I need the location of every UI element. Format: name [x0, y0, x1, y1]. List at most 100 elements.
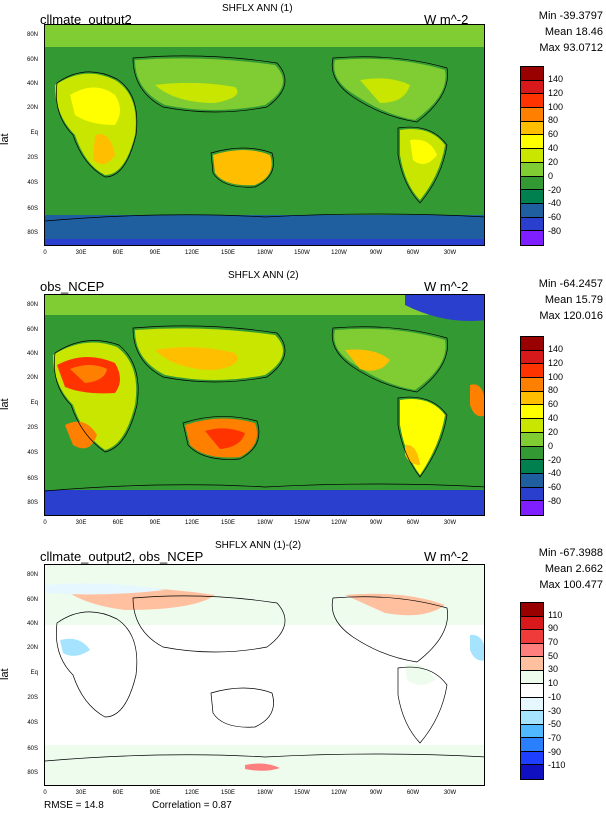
colorbar [520, 602, 544, 780]
lat-tick: 60N [26, 57, 38, 63]
lon-tick: 0 [43, 790, 47, 796]
lon-tick: 60W [406, 250, 420, 256]
panel-stats: Min -64.2457 Mean 15.79 Max 120.016 [495, 276, 603, 324]
panel-title: SHFLX ANN (2) [228, 270, 299, 281]
lon-tick: 30E [75, 520, 87, 526]
colorbar-label: -30 [548, 705, 562, 716]
colorbar-swatch [521, 446, 543, 461]
lon-tick: 60E [112, 520, 124, 526]
colorbar-swatch [521, 135, 543, 150]
lon-tick: 30W [443, 250, 457, 256]
lon-tick: 60E [112, 790, 124, 796]
colorbar-swatch [521, 765, 543, 779]
colorbar-label: 0 [548, 170, 554, 181]
colorbar-label: -50 [548, 719, 562, 730]
lat-tick: 20N [26, 645, 38, 651]
lat-tick: Eq [30, 130, 38, 136]
colorbar-label: -60 [548, 212, 562, 223]
lon-tick: 150W [294, 790, 310, 796]
lon-tick: 30W [443, 790, 457, 796]
panel-difference: SHFLX ANN (1)-(2) cllmate_output2, obs_N… [0, 540, 606, 814]
lat-tick: 40S [27, 720, 38, 726]
panel-title: SHFLX ANN (1)-(2) [215, 540, 302, 551]
lon-tick: 90E [149, 250, 161, 256]
colorbar-label: 120 [548, 87, 564, 98]
map-plot [44, 294, 485, 516]
panel-observation: SHFLX ANN (2) obs_NCEP W m^-2 Min -64.24… [0, 270, 606, 540]
y-axis-label: lat [0, 668, 11, 680]
y-axis-label: lat [0, 398, 11, 410]
colorbar-label: 20 [548, 156, 559, 167]
lat-tick: 20S [27, 155, 38, 161]
lat-tick: 40S [27, 450, 38, 456]
lon-tick: 120E [184, 520, 200, 526]
lat-tick: 60N [26, 597, 38, 603]
colorbar-label: 20 [548, 426, 559, 437]
colorbar-swatch [521, 738, 543, 752]
map-svg [45, 565, 484, 785]
lat-tick: Eq [30, 670, 38, 676]
map-plot [44, 564, 485, 786]
panel-left-title: cllmate_output2, obs_NCEP [40, 549, 204, 564]
colorbar-swatch [521, 217, 543, 232]
lon-tick: 90E [149, 520, 161, 526]
panel-units: W m^-2 [424, 549, 469, 564]
colorbar-swatch [521, 419, 543, 433]
colorbar-label: -10 [548, 691, 562, 702]
colorbar-swatch [521, 684, 543, 698]
stat-min: Min -64.2457 [538, 278, 603, 290]
colorbar-swatch [521, 643, 543, 658]
colorbar [520, 336, 544, 516]
colorbar-label: -80 [548, 496, 562, 507]
colorbar-swatch [521, 67, 543, 81]
stat-max: Max 100.477 [539, 579, 603, 591]
lat-tick: Eq [30, 400, 38, 406]
colorbar-swatch [521, 724, 543, 739]
colorbar-label: -40 [548, 468, 562, 479]
lon-tick: 30W [443, 520, 457, 526]
colorbar-label: 30 [548, 664, 559, 675]
colorbar-label: -60 [548, 482, 562, 493]
lon-tick: 120W [331, 520, 347, 526]
lat-tick: 40N [26, 621, 38, 627]
lon-tick: 90W [369, 250, 383, 256]
stat-min: Min -39.3797 [538, 10, 603, 22]
colorbar-label: 140 [548, 73, 564, 84]
lon-tick: 90W [369, 790, 383, 796]
colorbar-swatch [521, 603, 543, 617]
colorbar-label: -20 [548, 184, 562, 195]
lat-tick: 80N [26, 302, 38, 308]
lon-tick: 120W [331, 250, 347, 256]
stat-max: Max 93.0712 [539, 42, 603, 54]
colorbar [520, 66, 544, 246]
panel-units: W m^-2 [424, 279, 469, 294]
colorbar-swatch [521, 364, 543, 379]
colorbar-swatch [521, 149, 543, 163]
lat-tick: 40N [26, 81, 38, 87]
lat-tick: 80S [27, 230, 38, 236]
colorbar-swatch [521, 231, 543, 245]
lon-tick: 30E [75, 790, 87, 796]
colorbar-label: -70 [548, 732, 562, 743]
colorbar-swatch [521, 630, 543, 644]
colorbar-swatch [521, 670, 543, 685]
lat-tick: 40S [27, 180, 38, 186]
colorbar-label: -90 [548, 746, 562, 757]
colorbar-swatch [521, 432, 543, 447]
colorbar-label: 10 [548, 678, 559, 689]
colorbar-swatch [521, 501, 543, 515]
lon-tick: 180W [257, 790, 273, 796]
colorbar-swatch [521, 203, 543, 218]
colorbar-label: 60 [548, 399, 559, 410]
lon-tick: 150E [220, 250, 236, 256]
colorbar-label: 50 [548, 650, 559, 661]
colorbar-label: 80 [548, 115, 559, 126]
lon-tick: 150E [220, 790, 236, 796]
lat-tick: 40N [26, 351, 38, 357]
lon-tick: 30E [75, 250, 87, 256]
panel-title: SHFLX ANN (1) [222, 3, 293, 14]
lat-tick: 20S [27, 695, 38, 701]
lon-tick: 0 [43, 250, 47, 256]
lon-tick: 150E [220, 520, 236, 526]
y-axis-label: lat [0, 133, 11, 145]
